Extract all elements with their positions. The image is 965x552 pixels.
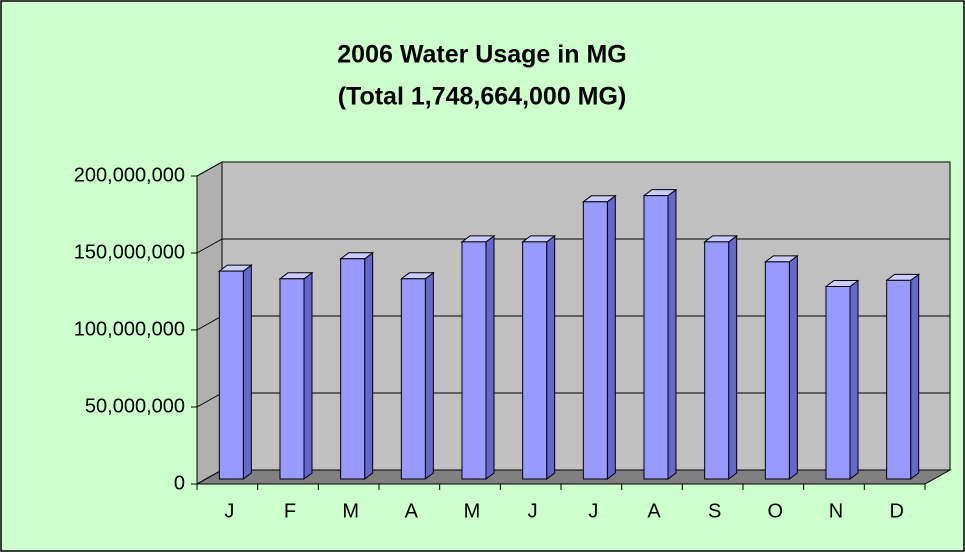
x-tick-label: N (829, 500, 843, 522)
x-tick-label: J (528, 500, 538, 522)
bar-front (218, 270, 244, 480)
bar-side (606, 194, 616, 480)
bar (278, 271, 314, 480)
bar (217, 264, 253, 480)
x-tick-label: S (708, 500, 721, 522)
bar-front (522, 241, 548, 480)
grid-line-side (196, 315, 223, 331)
y-tick-label: 0 (174, 472, 185, 494)
chart-title: 2006 Water Usage in MG (337, 41, 626, 69)
bar (521, 234, 557, 480)
y-tick-label: 100,000,000 (74, 318, 185, 340)
bar (642, 188, 678, 480)
bar-side (849, 279, 859, 480)
x-tick-label: J (588, 500, 598, 522)
bar (581, 194, 617, 480)
x-tick-label: J (224, 500, 234, 522)
bar-front (704, 241, 730, 480)
bar-side (303, 271, 313, 480)
bar-side (728, 234, 738, 480)
bar-front (886, 279, 912, 480)
chart-subtitle: (Total 1,748,664,000 MG) (338, 83, 627, 111)
bar-side (242, 264, 252, 480)
bar-side (485, 234, 495, 480)
bar (885, 273, 921, 480)
bar-side (667, 188, 677, 480)
bar-front (400, 278, 426, 480)
x-tick-label: D (889, 500, 903, 522)
bar-front (825, 286, 851, 480)
bar-front (461, 241, 487, 480)
bar-side (910, 273, 920, 480)
x-tick-label: M (342, 500, 359, 522)
grid-line-side (196, 469, 223, 485)
x-tick-label: F (284, 500, 296, 522)
bar-front (279, 278, 305, 480)
y-tick-label: 150,000,000 (74, 241, 185, 263)
bar-side (546, 234, 556, 480)
x-tick-label: A (405, 500, 419, 522)
x-tick-label: A (647, 500, 661, 522)
y-tick-label: 200,000,000 (74, 164, 185, 186)
bar-front (764, 261, 790, 480)
bar (703, 234, 739, 480)
bar-front (582, 201, 608, 480)
bar (824, 279, 860, 480)
bar-front (643, 195, 669, 480)
y-tick-label: 50,000,000 (85, 395, 185, 417)
bar (399, 271, 435, 480)
bar-side (788, 254, 798, 480)
bar (339, 251, 375, 480)
bar-side (364, 251, 374, 480)
x-tick-label: M (464, 500, 481, 522)
bar (763, 254, 799, 480)
grid-line-side (196, 161, 223, 177)
bar-side (424, 271, 434, 480)
x-tick-label: O (768, 500, 784, 522)
grid-line-side (196, 238, 223, 254)
bar-front (340, 258, 366, 480)
grid-line-side (196, 392, 223, 408)
bar (460, 234, 496, 480)
